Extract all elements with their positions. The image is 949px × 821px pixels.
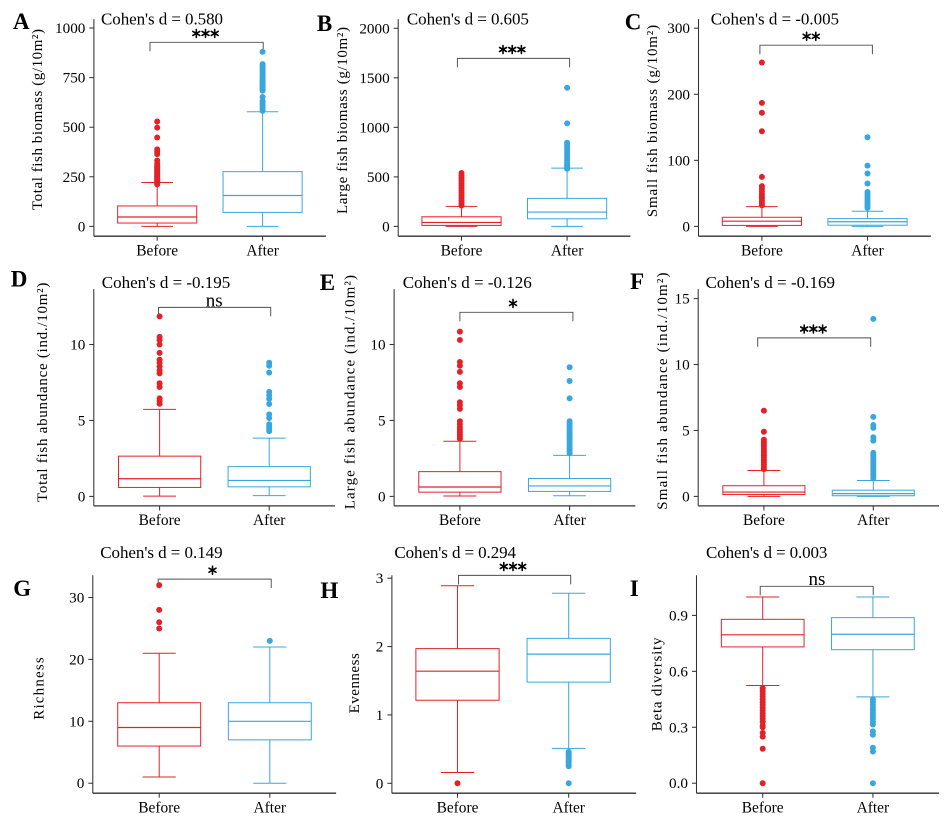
svg-text:Cohen's d = 0.294: Cohen's d = 0.294 [394,543,516,562]
svg-text:Large fish abundance (ind./10: Large fish abundance (ind./10m²) [342,275,358,509]
svg-text:Cohen's d = 0.580: Cohen's d = 0.580 [101,10,223,29]
svg-text:Before: Before [138,799,180,816]
svg-text:After: After [551,242,583,259]
svg-text:0.6: 0.6 [669,663,688,680]
svg-text:Before: Before [742,799,784,816]
svg-text:3: 3 [376,570,384,587]
svg-text:ns: ns [809,569,826,590]
svg-text:After: After [553,512,585,529]
svg-text:Small fish abundance (ind./10: Small fish abundance (ind./10m²) [655,273,671,510]
svg-text:2000: 2000 [359,20,390,37]
svg-text:I: I [630,576,639,601]
svg-text:Before: Before [139,512,181,529]
svg-text:Cohen's d = -0.195: Cohen's d = -0.195 [102,273,230,292]
svg-text:A: A [13,9,30,34]
svg-text:0: 0 [378,488,386,505]
svg-text:Cohen's d = 0.605: Cohen's d = 0.605 [407,10,529,29]
svg-text:200: 200 [667,86,690,103]
svg-text:F: F [630,269,644,294]
svg-text:0: 0 [376,775,384,792]
svg-text:0: 0 [382,218,390,235]
svg-text:After: After [857,799,889,816]
svg-text:After: After [552,799,584,816]
svg-text:0: 0 [77,775,85,792]
svg-text:15: 15 [675,291,690,308]
svg-text:Cohen's d = 0.003: Cohen's d = 0.003 [706,543,827,562]
svg-text:30: 30 [69,590,85,607]
svg-text:0.3: 0.3 [669,719,688,736]
svg-text:300: 300 [667,20,690,37]
svg-text:Total fish biomass (g/10m²): Total fish biomass (g/10m²) [30,29,46,210]
svg-text:C: C [625,9,642,34]
svg-text:0: 0 [78,218,86,235]
svg-text:500: 500 [63,119,86,136]
svg-text:0: 0 [682,218,690,235]
svg-text:Cohen's d = -0.126: Cohen's d = -0.126 [403,273,532,292]
svg-text:ns: ns [206,290,223,311]
svg-text:5: 5 [682,422,690,439]
svg-text:Evenness: Evenness [347,653,363,713]
svg-text:10: 10 [70,337,86,354]
svg-text:1000: 1000 [359,119,390,136]
svg-text:20: 20 [69,651,85,668]
svg-text:0: 0 [78,488,86,505]
svg-text:0.0: 0.0 [669,775,688,792]
svg-text:Before: Before [439,512,481,529]
svg-text:10: 10 [675,357,691,374]
svg-text:After: After [254,799,286,816]
svg-text:B: B [317,11,332,36]
svg-text:Total fish abundance (ind./10m: Total fish abundance (ind./10m²) [35,283,51,502]
svg-text:After: After [246,242,278,259]
svg-text:E: E [320,270,335,295]
svg-text:0.9: 0.9 [669,607,688,624]
svg-text:D: D [11,266,28,291]
svg-text:H: H [320,578,338,603]
svg-text:Cohen's d = -0.169: Cohen's d = -0.169 [706,273,836,292]
svg-text:Richness: Richness [32,657,48,720]
svg-text:Large fish biomass (g/10m²): Large fish biomass (g/10m²) [335,27,351,214]
svg-text:750: 750 [63,70,86,87]
svg-text:Beta diversity: Beta diversity [650,637,666,731]
svg-text:G: G [13,576,31,601]
svg-text:Before: Before [743,512,785,529]
svg-text:Small fish biomass (g/10m²): Small fish biomass (g/10m²) [645,25,661,217]
svg-text:10: 10 [69,713,85,730]
svg-text:After: After [253,512,285,529]
svg-text:100: 100 [667,152,690,169]
svg-text:After: After [851,242,883,259]
svg-text:1000: 1000 [55,20,86,37]
svg-text:5: 5 [78,412,86,429]
svg-text:2: 2 [376,639,384,656]
svg-text:Before: Before [741,242,783,259]
svg-text:0: 0 [682,488,690,505]
svg-text:Before: Before [437,799,479,816]
svg-text:500: 500 [367,169,390,186]
svg-text:250: 250 [63,169,86,186]
svg-text:5: 5 [378,412,386,429]
svg-text:Cohen's d = -0.005: Cohen's d = -0.005 [711,10,839,29]
svg-text:1: 1 [376,707,384,724]
svg-text:After: After [857,512,889,529]
svg-text:1500: 1500 [359,70,390,87]
svg-text:Cohen's d = 0.149: Cohen's d = 0.149 [100,543,222,562]
svg-text:10: 10 [370,337,386,354]
svg-text:Before: Before [136,242,178,259]
svg-text:Before: Before [441,242,483,259]
